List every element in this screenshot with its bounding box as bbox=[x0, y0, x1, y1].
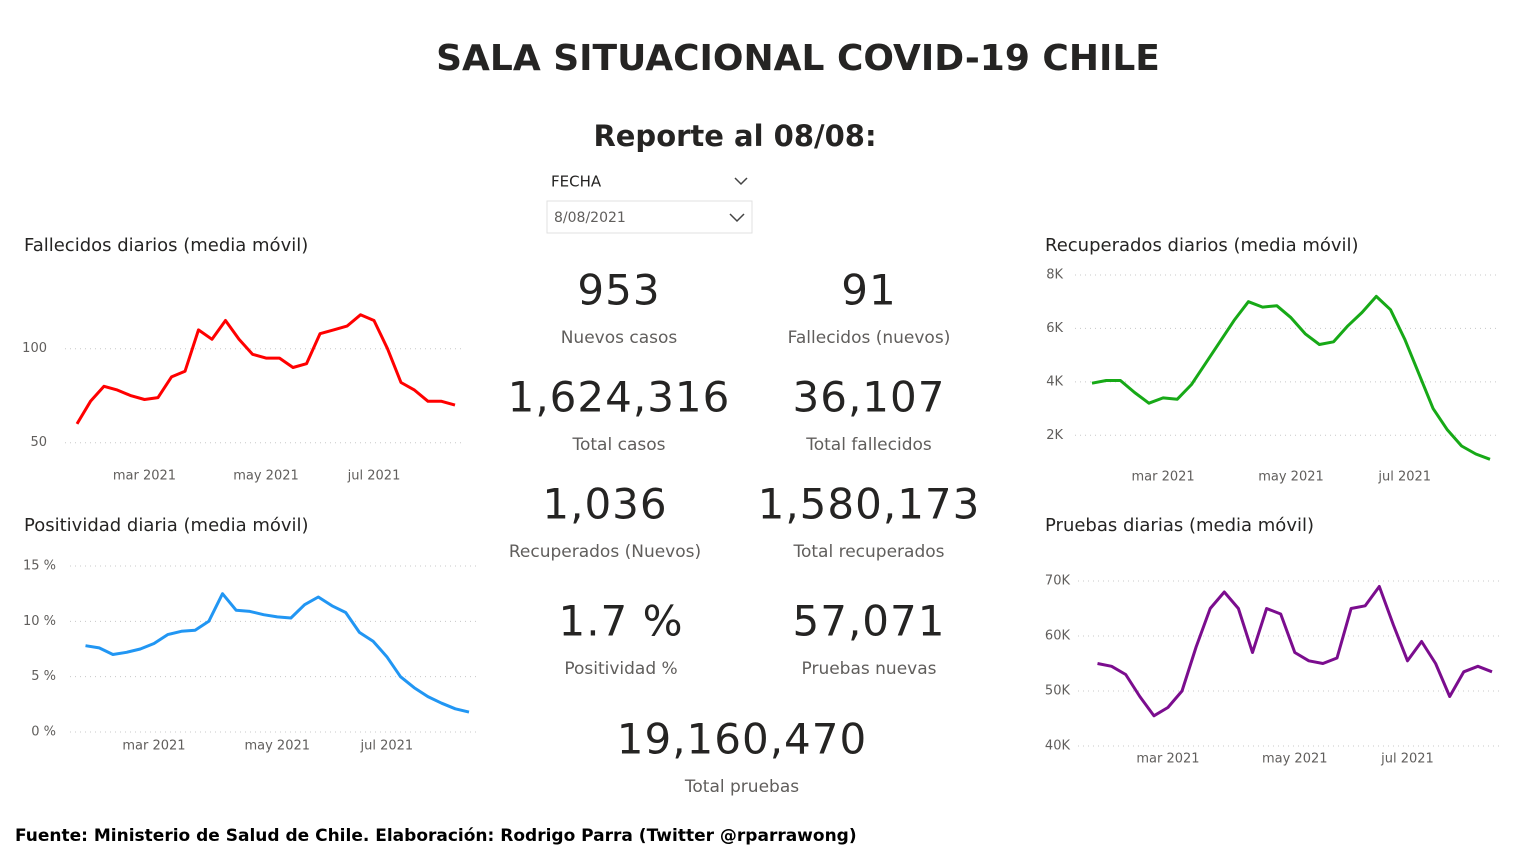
kpi-value: 1.7 % bbox=[558, 597, 683, 646]
x-tick-label: may 2021 bbox=[244, 739, 310, 754]
x-tick-label: jul 2021 bbox=[347, 469, 401, 484]
y-tick-label: 5 % bbox=[31, 669, 56, 684]
title: SALA SITUACIONAL COVID-19 CHILE bbox=[436, 38, 1160, 79]
line bbox=[1091, 294, 1491, 461]
kpi-value: 57,071 bbox=[793, 597, 946, 646]
kpi-label: Pruebas nuevas bbox=[802, 659, 937, 679]
x-tick-label: may 2021 bbox=[1258, 470, 1324, 485]
filter-chevron[interactable] bbox=[734, 177, 748, 186]
x-tick-label: jul 2021 bbox=[1377, 470, 1431, 485]
chart-title: Fallecidos diarios (media móvil) bbox=[24, 235, 308, 256]
kpi-value: 1,580,173 bbox=[758, 480, 981, 529]
x-tick-label: mar 2021 bbox=[113, 469, 176, 484]
kpi-label: Total casos bbox=[572, 435, 666, 455]
kpi-value: 953 bbox=[577, 266, 660, 315]
kpi-value: 36,107 bbox=[793, 373, 946, 422]
x-tick-label: may 2021 bbox=[233, 469, 299, 484]
y-tick-label: 50 bbox=[30, 435, 47, 450]
y-tick-label: 2K bbox=[1046, 428, 1063, 443]
y-tick-label: 4K bbox=[1046, 374, 1063, 389]
y-tick-label: 40K bbox=[1045, 739, 1071, 754]
kpi-label: Recuperados (Nuevos) bbox=[509, 542, 701, 562]
x-tick-label: mar 2021 bbox=[1131, 470, 1194, 485]
kpi-label: Total fallecidos bbox=[805, 435, 932, 455]
footer: Fuente: Ministerio de Salud de Chile. El… bbox=[15, 826, 857, 846]
filter-value[interactable]: 8/08/2021 bbox=[554, 210, 626, 226]
y-tick-label: 15 % bbox=[23, 559, 56, 574]
x-tick-label: mar 2021 bbox=[122, 739, 185, 754]
kpi-label: Nuevos casos bbox=[561, 328, 678, 348]
x-tick-label: jul 2021 bbox=[359, 739, 413, 754]
x-tick-label: jul 2021 bbox=[1380, 752, 1434, 767]
y-tick-label: 10 % bbox=[23, 614, 56, 629]
kpi-label: Positividad % bbox=[564, 659, 677, 679]
kpi-label: Total recuperados bbox=[792, 542, 944, 562]
y-tick-label: 50K bbox=[1045, 684, 1071, 699]
x-tick-label: may 2021 bbox=[1262, 752, 1328, 767]
y-tick-label: 8K bbox=[1046, 268, 1063, 283]
chart-title: Positividad diaria (media móvil) bbox=[24, 515, 309, 536]
kpi-value: 1,036 bbox=[542, 480, 667, 529]
kpi-value: 1,624,316 bbox=[508, 373, 731, 422]
y-tick-label: 6K bbox=[1046, 321, 1063, 336]
filter-label: FECHA bbox=[551, 173, 602, 191]
subtitle: Reporte al 08/08: bbox=[593, 119, 876, 153]
y-tick-label: 70K bbox=[1045, 574, 1071, 589]
kpi-label: Fallecidos (nuevos) bbox=[788, 328, 951, 348]
dropdown-chevron[interactable] bbox=[729, 213, 745, 223]
kpi-label: Total pruebas bbox=[684, 777, 799, 797]
x-tick-label: mar 2021 bbox=[1136, 752, 1199, 767]
chart-title: Pruebas diarias (media móvil) bbox=[1045, 515, 1314, 536]
y-tick-label: 0 % bbox=[31, 725, 56, 740]
line bbox=[75, 313, 456, 425]
y-tick-label: 60K bbox=[1045, 629, 1071, 644]
kpi-value: 91 bbox=[841, 266, 896, 315]
line bbox=[1097, 585, 1493, 718]
filter-dropdown[interactable] bbox=[546, 200, 753, 234]
line bbox=[85, 592, 470, 714]
y-tick-label: 100 bbox=[22, 341, 47, 356]
chart-title: Recuperados diarios (media móvil) bbox=[1045, 235, 1359, 256]
kpi-value: 19,160,470 bbox=[617, 715, 867, 764]
